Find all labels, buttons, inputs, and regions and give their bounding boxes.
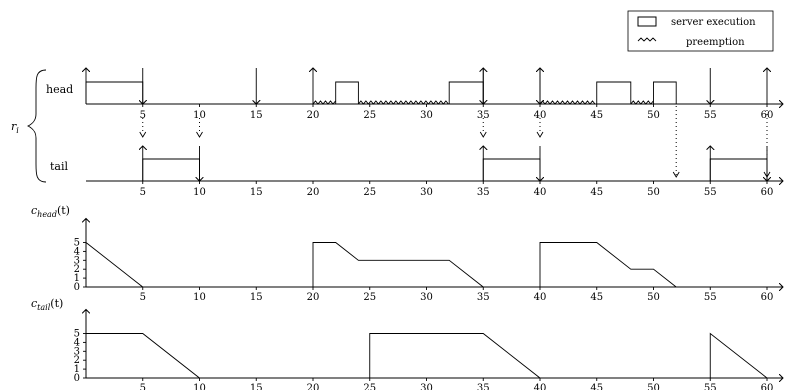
head-budget-x-tick-label: 5 bbox=[140, 292, 146, 303]
tail-budget-x-tick-label: 20 bbox=[307, 383, 320, 390]
tail-tick-label: 40 bbox=[534, 187, 547, 198]
tail-budget-x-tick-label: 55 bbox=[704, 383, 717, 390]
task-brace bbox=[26, 69, 47, 183]
tail-tick-label: 5 bbox=[140, 187, 146, 198]
head-budget-y-tick-label: 1 bbox=[74, 273, 80, 284]
head-preemption-zigzag bbox=[312, 100, 336, 105]
head-budget-x-tick-label: 45 bbox=[590, 292, 603, 303]
legend: server execution preemption bbox=[627, 10, 774, 52]
tail-tick-label: 15 bbox=[250, 187, 263, 198]
head-budget-x-tick-label: 15 bbox=[250, 292, 263, 303]
head-tick-label: 45 bbox=[590, 110, 603, 121]
head-tick-label: 60 bbox=[761, 110, 774, 121]
tail-budget-y-tick-label: 4 bbox=[74, 337, 80, 348]
tail-budget-x-tick-label: 35 bbox=[477, 383, 490, 390]
release-links bbox=[139, 106, 771, 178]
tail-budget-title: ctail(t) bbox=[31, 297, 63, 312]
release-link-head bbox=[479, 131, 487, 138]
head-preemption-zigzag bbox=[630, 100, 654, 105]
tail-budget-y-tick-label: 3 bbox=[74, 346, 80, 357]
head-budget-x-tick-label: 50 bbox=[647, 292, 660, 303]
tail-tick-label: 25 bbox=[363, 187, 376, 198]
head-budget-x-tick-label: 20 bbox=[307, 292, 320, 303]
head-tick-label: 30 bbox=[420, 110, 433, 121]
tail-budget-x-tick-label: 15 bbox=[250, 383, 263, 390]
head-budget-x-tick-label: 10 bbox=[193, 292, 206, 303]
tail-tick-label: 55 bbox=[704, 187, 717, 198]
tail-execution-block bbox=[482, 158, 541, 181]
release-link-head bbox=[763, 171, 771, 178]
head-preemption-zigzag bbox=[358, 100, 449, 105]
tail-tick-label: 60 bbox=[761, 187, 774, 198]
head-budget-x-tick-label: 35 bbox=[477, 292, 490, 303]
head-tick-label: 15 bbox=[250, 110, 263, 121]
legend-preemption-label: preemption bbox=[686, 37, 745, 48]
tail-execution-block bbox=[709, 158, 768, 181]
tail-tick-label: 20 bbox=[307, 187, 320, 198]
tail-tick-label: 50 bbox=[647, 187, 660, 198]
tail-tick-label: 10 bbox=[193, 187, 206, 198]
head-budget-y-tick-label: 5 bbox=[74, 238, 80, 249]
tail-budget-x-tick-label: 30 bbox=[420, 383, 433, 390]
release-link-head bbox=[196, 131, 203, 138]
head-execution-block bbox=[85, 81, 144, 104]
head-budget-x-tick-label: 25 bbox=[363, 292, 376, 303]
head-budget-series-line bbox=[85, 242, 677, 288]
head-budget-y-tick-label: 4 bbox=[74, 246, 80, 257]
head-budget-y-tick-label: 0 bbox=[74, 282, 80, 293]
tail-label: tail bbox=[50, 160, 68, 173]
head-budget-x-tick-label: 40 bbox=[534, 292, 547, 303]
tail-budget-x-tick-label: 45 bbox=[590, 383, 603, 390]
head-timeline: 5 10 15 20 25 30 35 40 45 50 55 60 bbox=[86, 68, 783, 121]
tail-execution-block bbox=[142, 158, 200, 181]
head-budget-y-tick-label: 2 bbox=[74, 264, 80, 275]
head-execution-block bbox=[596, 81, 632, 104]
head-tick-label: 35 bbox=[477, 110, 490, 121]
head-budget-x-tick-label: 30 bbox=[420, 292, 433, 303]
head-budget-y-tick-label: 3 bbox=[74, 255, 80, 266]
legend-execution-swatch bbox=[637, 16, 657, 27]
head-tick-label: 50 bbox=[647, 110, 660, 121]
release-link-head bbox=[536, 131, 544, 138]
tail-budget-x-tick-label: 10 bbox=[193, 383, 206, 390]
head-tick-label: 10 bbox=[193, 110, 206, 121]
head-label: head bbox=[46, 83, 73, 96]
tail-budget-y-tick-label: 2 bbox=[74, 355, 80, 366]
head-tick-label: 20 bbox=[307, 110, 320, 121]
tail-budget-x-tick-label: 25 bbox=[363, 383, 376, 390]
tail-budget-x-tick-label: 60 bbox=[761, 383, 774, 390]
head-tick-label: 25 bbox=[363, 110, 376, 121]
head-preemption-zigzag bbox=[539, 100, 596, 105]
head-tick-label: 55 bbox=[704, 110, 717, 121]
legend-preemption-swatch bbox=[637, 37, 657, 42]
tail-budget-y-tick-label: 1 bbox=[74, 364, 80, 375]
head-tick-label: 5 bbox=[140, 110, 146, 121]
tail-tick-label: 35 bbox=[477, 187, 490, 198]
head-tick-label: 40 bbox=[534, 110, 547, 121]
tail-budget-y-tick-label: 5 bbox=[74, 329, 80, 340]
tail-timeline: 5 10 15 20 25 30 35 40 45 50 55 60 bbox=[86, 146, 783, 198]
head-budget-x-tick-label: 55 bbox=[704, 292, 717, 303]
task-label: ri bbox=[11, 120, 19, 135]
tail-tick-label: 30 bbox=[420, 187, 433, 198]
head-execution-block bbox=[335, 81, 359, 104]
head-execution-block bbox=[653, 81, 677, 104]
tail-budget-x-tick-label: 5 bbox=[140, 383, 146, 390]
release-link-head bbox=[672, 171, 680, 178]
tail-tick-label: 45 bbox=[590, 187, 603, 198]
head-budget-title: chead(t) bbox=[31, 204, 70, 219]
tail-budget-x-tick-label: 40 bbox=[534, 383, 547, 390]
tail-budget-series-line bbox=[86, 332, 768, 379]
tail-budget-y-tick-label: 0 bbox=[74, 373, 80, 384]
head-budget-x-tick-label: 60 bbox=[761, 292, 774, 303]
release-link-head bbox=[139, 131, 147, 138]
legend-execution-label: server execution bbox=[671, 17, 756, 28]
tail-budget-x-tick-label: 50 bbox=[647, 383, 660, 390]
head-execution-block bbox=[448, 81, 484, 104]
